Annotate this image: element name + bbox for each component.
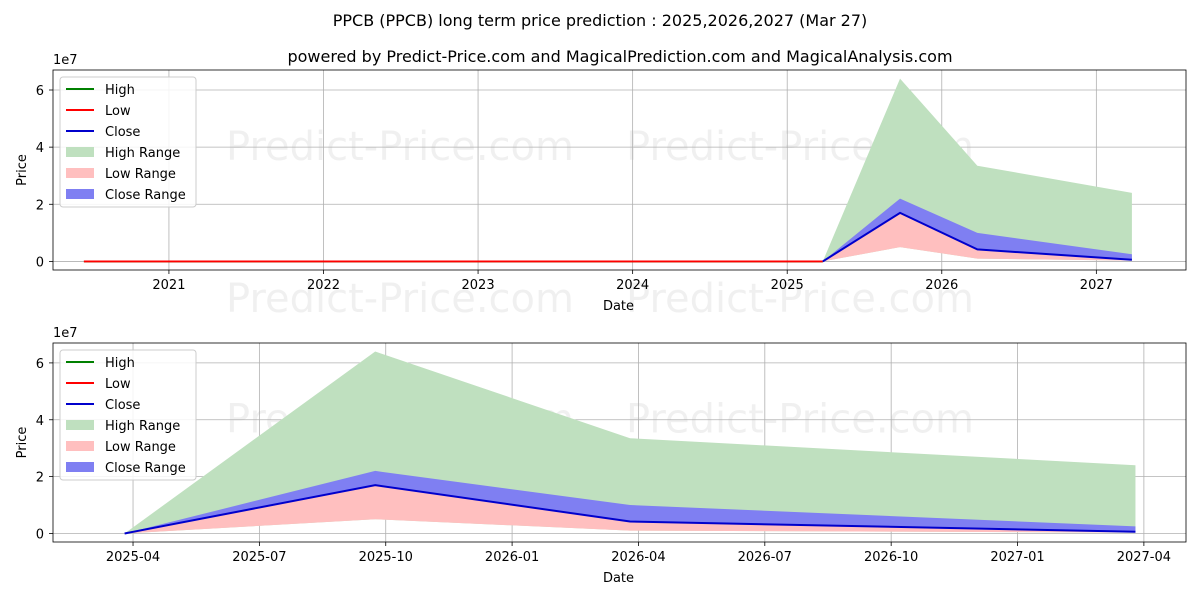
chart-subtitle: powered by Predict-Price.com and Magical… [287, 47, 952, 66]
close-line [822, 211, 1132, 263]
close-range-area [124, 470, 1136, 534]
x-tick-label: 2026-04 [611, 550, 665, 565]
watermark-text: Predict-Price.com [626, 276, 974, 322]
x-tick-label: 2025-10 [359, 550, 413, 565]
legend-label: High Range [105, 146, 180, 161]
x-tick-label: 2025-04 [106, 550, 160, 565]
y-tick-label: 0 [36, 255, 44, 270]
panel-bottom: Predict-Price.comPredict-Price.com2025-0… [15, 326, 1187, 586]
legend-label: Low Range [105, 440, 176, 455]
x-tick-label: 2026-07 [738, 550, 792, 565]
x-tick-label: 2026-01 [485, 550, 539, 565]
legend-swatch-patch [66, 441, 94, 451]
y-tick-label: 0 [36, 527, 44, 542]
legend-label: High [105, 83, 135, 98]
x-tick-label: 2026-10 [864, 550, 918, 565]
x-tick-label: 2022 [307, 278, 340, 293]
legend-swatch-patch [66, 462, 94, 472]
x-axis-label: Date [603, 299, 634, 314]
close-range-area [822, 198, 1132, 262]
legend-swatch-patch [66, 420, 94, 430]
close-line [124, 484, 1136, 535]
legend-label: Close [105, 125, 140, 140]
legend: High Low Close High Range Low Range Close Ran… [59, 76, 197, 208]
x-tick-label: 2027 [1080, 278, 1113, 293]
x-axis-label: Date [603, 571, 634, 586]
chart-title: PPCB (PPCB) long term price prediction :… [333, 11, 868, 30]
x-tick-label: 2026 [925, 278, 958, 293]
legend-swatch-patch [66, 189, 94, 199]
x-tick-label: 2021 [152, 278, 185, 293]
x-tick-label: 2025-07 [232, 550, 286, 565]
x-tick-label: 2024 [616, 278, 649, 293]
legend-label: High Range [105, 419, 180, 434]
y-tick-label: 2 [36, 198, 44, 213]
low-range-area [822, 212, 1132, 262]
low-range-area [124, 485, 1136, 534]
legend-label: Low Range [105, 167, 176, 182]
x-tick-label: 2025 [771, 278, 804, 293]
y-exponent-label: 1e7 [53, 326, 78, 341]
legend-label: Close Range [105, 188, 186, 203]
legend: High Low Close High Range Low Range Close Ran… [59, 349, 197, 481]
y-axis-label: Price [15, 427, 30, 459]
panel-top: Predict-Price.com Predict-Price.comPredic… [15, 53, 1187, 322]
y-tick-label: 2 [36, 471, 44, 486]
legend-label: Low [105, 377, 131, 392]
legend-label: High [105, 356, 135, 371]
y-tick-label: 6 [36, 357, 44, 372]
legend-label: Low [105, 104, 131, 119]
y-tick-label: 4 [36, 414, 44, 429]
axes-frame [52, 342, 1187, 543]
legend-swatch-patch [66, 147, 94, 157]
x-tick-label: 2027-04 [1117, 550, 1171, 565]
axes-frame [52, 69, 1187, 271]
y-axis-label: Price [15, 154, 30, 186]
x-tick-label: 2027-01 [990, 550, 1044, 565]
legend-label: Close Range [105, 461, 186, 476]
legend-label: Close [105, 398, 140, 413]
watermark-text: Predict-Price.com [226, 276, 574, 322]
y-exponent-label: 1e7 [53, 53, 78, 68]
y-tick-label: 4 [36, 141, 44, 156]
legend-swatch-patch [66, 168, 94, 178]
y-tick-label: 6 [36, 84, 44, 99]
x-tick-label: 2023 [462, 278, 495, 293]
